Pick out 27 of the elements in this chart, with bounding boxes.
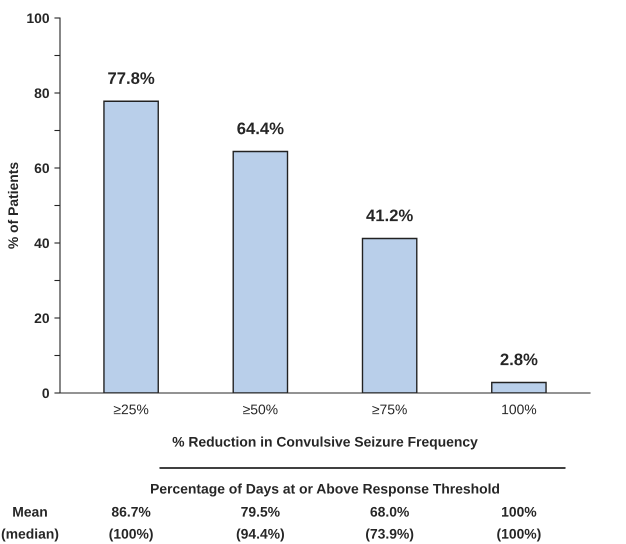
text: (100%) [109,528,153,542]
text: (73.9%) [366,528,414,542]
y-tick-label: 40 [34,238,50,248]
data-label: 41.2% [366,210,413,222]
y-tick-label: 80 [34,88,50,98]
x-tick-label: ≥50% [243,404,278,414]
y-tick-label: 0 [42,388,50,398]
x-tick-label: ≥75% [372,404,407,414]
x-tick-label: 100% [502,404,536,414]
y-axis-title: % of Patients [8,162,18,249]
text: 79.5% [241,506,280,517]
text: (median) [2,528,58,542]
x-axis-title: % Reduction in Convulsive Seizure Frequency [172,436,478,450]
text: (94.4%) [236,528,284,542]
text: Mean [13,507,47,517]
x-tick-label: ≥25% [114,404,148,414]
y-tick-label: 100 [27,13,50,24]
data-label: 77.8% [108,72,154,84]
data-label: 64.4% [237,122,284,134]
y-tick-label: 60 [34,163,50,174]
text: 100% [502,506,536,517]
text: 68.0% [370,506,409,517]
text: Percentage of Days at or Above Response Threshold [151,483,500,497]
text: (100%) [497,528,541,542]
data-label: 2.8% [500,354,538,366]
y-tick-label: 20 [34,313,50,324]
text: 86.7% [112,506,150,517]
